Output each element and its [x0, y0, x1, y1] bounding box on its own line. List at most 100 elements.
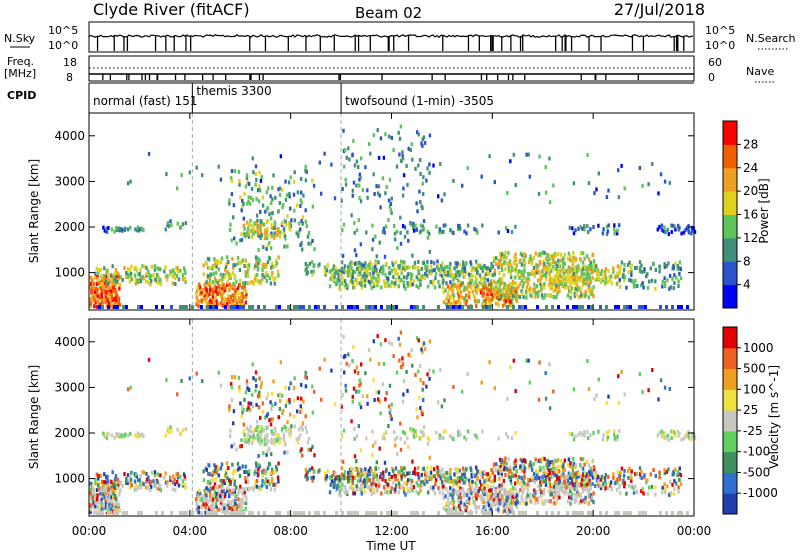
velocity-cell [266, 479, 270, 484]
power-cell [494, 262, 498, 266]
power-cell [302, 305, 305, 309]
power-cell [227, 293, 230, 298]
power-cell [115, 228, 119, 233]
power-cell [406, 265, 409, 270]
power-cell [461, 296, 465, 300]
power-cell [568, 279, 571, 284]
power-cell [247, 274, 250, 279]
velocity-cell [552, 470, 555, 475]
velocity-cell [268, 462, 272, 467]
power-cell [510, 265, 514, 270]
velocity-cell [287, 427, 291, 432]
power-cell [562, 256, 565, 261]
velocity-cell [390, 486, 393, 491]
velocity-cell [519, 487, 522, 492]
velocity-cell [265, 435, 269, 440]
power-cell [507, 300, 511, 305]
power-cell [599, 271, 602, 276]
velocity-cell [231, 476, 235, 481]
power-cell [130, 264, 133, 269]
power-cell [100, 287, 103, 292]
power-cell [547, 293, 550, 298]
power-cell [422, 219, 426, 224]
power-cell [228, 272, 231, 277]
power-cell [113, 229, 116, 234]
power-cell [465, 287, 469, 292]
velocity-cell [197, 510, 200, 515]
power-cell [480, 265, 483, 270]
power-cell [673, 224, 676, 229]
velocity-cell [510, 436, 514, 441]
power-cell [139, 276, 142, 281]
power-cell [338, 286, 341, 291]
power-cell [516, 273, 520, 277]
velocity-cell [382, 485, 386, 490]
power-cell [520, 269, 523, 274]
power-cell [183, 268, 187, 273]
power-cell [470, 285, 473, 290]
power-cell [455, 286, 459, 291]
power-cell [616, 271, 619, 276]
velocity-cell [519, 464, 522, 469]
velocity-cell [253, 471, 256, 476]
power-cell [243, 191, 246, 196]
velocity-cell [452, 511, 455, 515]
velocity-cell [582, 478, 585, 483]
colorbar-swatch [723, 327, 737, 349]
colorbar-swatch [723, 430, 737, 453]
power-cell [94, 298, 97, 303]
power-cell [357, 260, 361, 265]
power-cell [257, 199, 261, 204]
power-cell [260, 277, 264, 282]
velocity-cell [534, 497, 537, 501]
velocity-cell [233, 489, 237, 494]
velocity-cell [493, 477, 497, 482]
velocity-cell [475, 483, 478, 488]
nsky-tick-bottom: 10^0 [48, 39, 78, 52]
velocity-cell [99, 473, 103, 478]
velocity-cell [366, 401, 369, 406]
velocity-cell [544, 479, 548, 484]
power-cell [493, 271, 497, 276]
power-cell [613, 226, 616, 231]
velocity-cell [612, 472, 615, 477]
power-cell [531, 269, 534, 274]
velocity-cell [661, 490, 664, 495]
velocity-cell [618, 483, 621, 488]
power-cell [436, 259, 439, 264]
velocity-cell [207, 487, 210, 492]
power-cell [587, 257, 591, 262]
velocity-cell [219, 500, 223, 505]
power-cell [96, 294, 100, 299]
velocity-cell [244, 464, 247, 469]
velocity-cell [663, 487, 667, 491]
power-cell [254, 164, 258, 169]
power-cell [241, 258, 244, 263]
power-cell [374, 260, 378, 265]
power-cell [464, 302, 468, 307]
power-cell [498, 290, 501, 295]
velocity-cell [96, 500, 100, 505]
velocity-cell [691, 432, 695, 436]
power-cell [469, 281, 472, 285]
power-cell [462, 288, 466, 293]
power-cell [420, 276, 424, 281]
velocity-cell [533, 488, 536, 493]
velocity-cell [587, 436, 590, 441]
power-cell [241, 199, 244, 203]
velocity-colorbar-label: Velocity [m s^-1] [767, 365, 781, 469]
velocity-cell [355, 459, 358, 464]
power-cell [605, 232, 609, 236]
power-cell [341, 269, 344, 273]
power-cell [209, 305, 212, 309]
velocity-cell [271, 391, 274, 396]
power-cell [245, 220, 249, 225]
velocity-cell [147, 475, 150, 480]
velocity-cell [244, 479, 248, 484]
power-cell [520, 289, 523, 294]
velocity-cell [323, 511, 326, 515]
velocity-cell [629, 472, 633, 477]
power-cell [428, 162, 431, 167]
velocity-cell [182, 472, 186, 477]
